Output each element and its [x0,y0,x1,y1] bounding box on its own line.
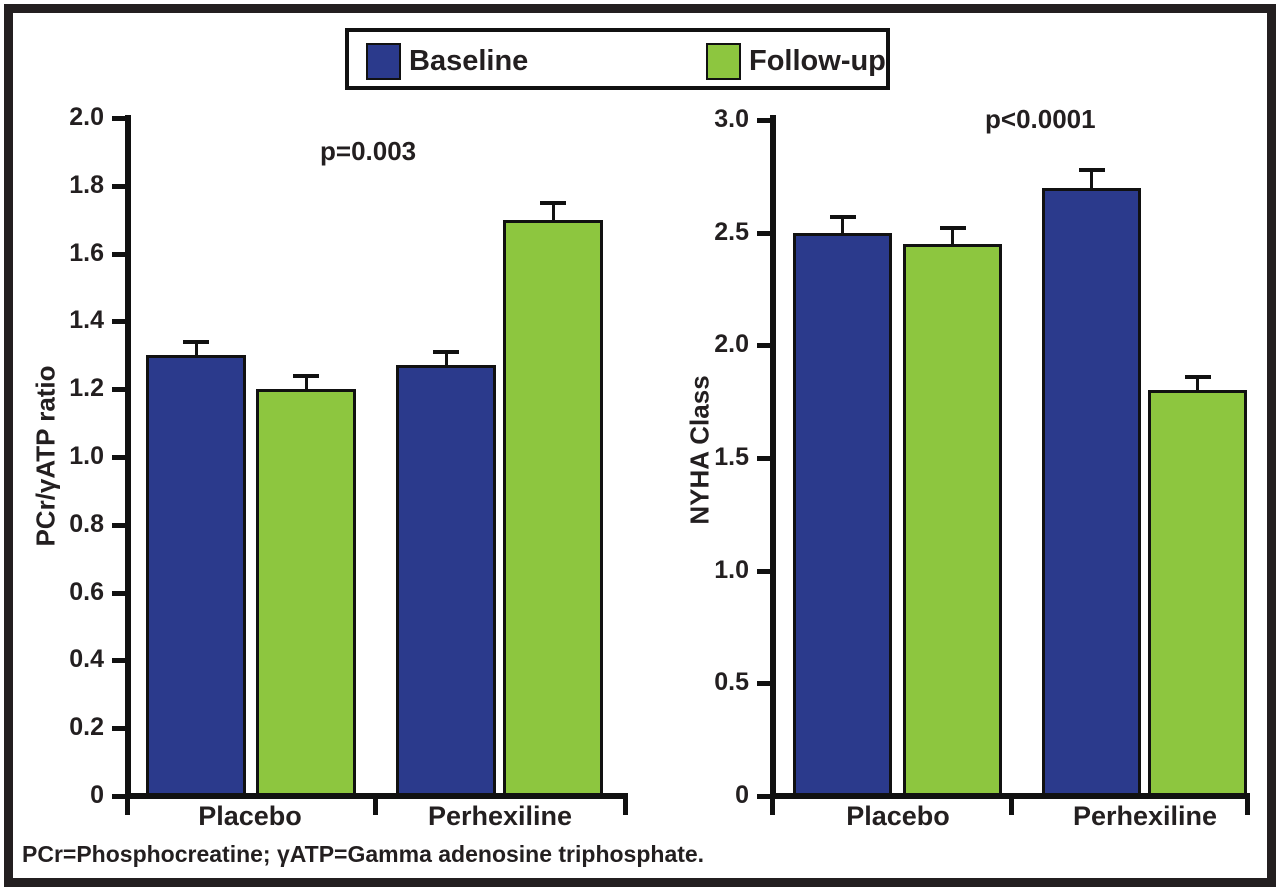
legend-label-baseline: Baseline [409,45,529,77]
placebo-baseline-bar-error-stem [194,341,198,356]
category-label-perhexiline: Perhexiline [427,801,573,831]
y-tick-label: 0 [735,781,749,809]
y-tick [757,456,770,461]
p-value-annotation: p=0.003 [320,136,417,166]
perhexiline-baseline-bar [396,365,496,797]
y-tick-label: 1.8 [69,170,104,199]
footnote: PCr=Phosphocreatine; γATP=Gamma adenosin… [22,841,705,867]
perhexiline-followup-bar-error-cap [540,200,566,205]
y-tick [112,183,125,189]
y-tick [112,387,125,393]
y-tick [112,319,125,325]
placebo-baseline-bar [793,232,892,797]
x-tick [770,793,775,815]
y-axis-line [770,115,776,799]
perhexiline-followup-bar-error-cap [1184,374,1211,379]
perhexiline-baseline-bar-error-stem [1090,169,1093,188]
y-tick [112,251,125,257]
category-label-placebo: Placebo [198,801,302,831]
placebo-followup-bar-error-cap [293,373,319,378]
category-label-perhexiline: Perhexiline [1072,801,1218,831]
placebo-baseline-bar [146,355,246,797]
placebo-followup-bar-error-stem [951,228,954,244]
y-tick-label: 0.4 [69,645,104,674]
y-tick-label: 2.0 [69,103,104,131]
y-axis-line [125,115,131,799]
y-tick-label: 0.5 [714,668,749,697]
x-tick [373,793,378,815]
legend-swatch-followup [706,43,741,80]
perhexiline-baseline-bar-error-cap [1078,167,1105,172]
y-tick-label: 1.0 [714,555,749,584]
placebo-baseline-bar-error-stem [841,216,844,233]
placebo-baseline-bar-error-cap [183,339,209,344]
placebo-followup-bar [903,243,1002,797]
perhexiline-followup-bar [503,219,603,797]
y-tick [112,726,125,732]
perhexiline-followup-bar-error-stem [1196,376,1199,391]
y-tick [757,568,770,574]
y-tick [112,116,125,121]
y-axis-title: NYHA Class [684,375,715,525]
y-tick-label: 1.4 [69,306,104,335]
y-tick [112,794,125,799]
placebo-followup-bar-error-stem [304,375,308,390]
legend-label-followup: Follow-up [749,45,886,77]
y-tick-label: 1.0 [69,442,104,470]
x-tick [1009,793,1014,815]
y-tick-label: 2.0 [714,330,749,359]
placebo-baseline-bar-error-cap [829,214,856,219]
y-tick [112,658,125,664]
placebo-followup-bar-error-cap [939,226,966,231]
category-label-placebo: Placebo [846,801,950,831]
legend: Baseline Follow-up [345,28,890,90]
perhexiline-baseline-bar-error-stem [444,351,448,366]
p-value-annotation: p<0.0001 [985,104,1096,134]
perhexiline-followup-bar [1148,390,1247,797]
placebo-followup-bar [256,389,356,797]
perhexiline-baseline-bar [1042,187,1141,797]
perhexiline-followup-bar-error-stem [551,202,555,220]
legend-swatch-baseline [366,43,401,80]
y-tick [757,118,770,123]
y-tick-label: 0.2 [69,713,104,742]
y-tick-label: 1.2 [69,374,104,403]
y-tick-label: 3.0 [714,105,749,133]
y-tick [757,230,770,236]
perhexiline-baseline-bar-error-cap [433,349,459,354]
y-tick [112,455,125,460]
y-tick-label: 2.5 [714,217,749,246]
y-tick [757,794,770,799]
x-tick [623,793,628,815]
y-tick-label: 1.6 [69,238,104,267]
y-tick [112,590,125,596]
y-tick-label: 0.8 [69,509,104,538]
y-tick-label: 0.6 [69,577,104,606]
y-tick-label: 0 [90,781,104,809]
y-tick [757,681,770,687]
x-tick [1245,793,1250,815]
y-tick-label: 1.5 [714,443,749,471]
y-tick [757,343,770,349]
figure-frame [4,4,1276,887]
y-tick [112,522,125,528]
x-tick [125,793,130,815]
